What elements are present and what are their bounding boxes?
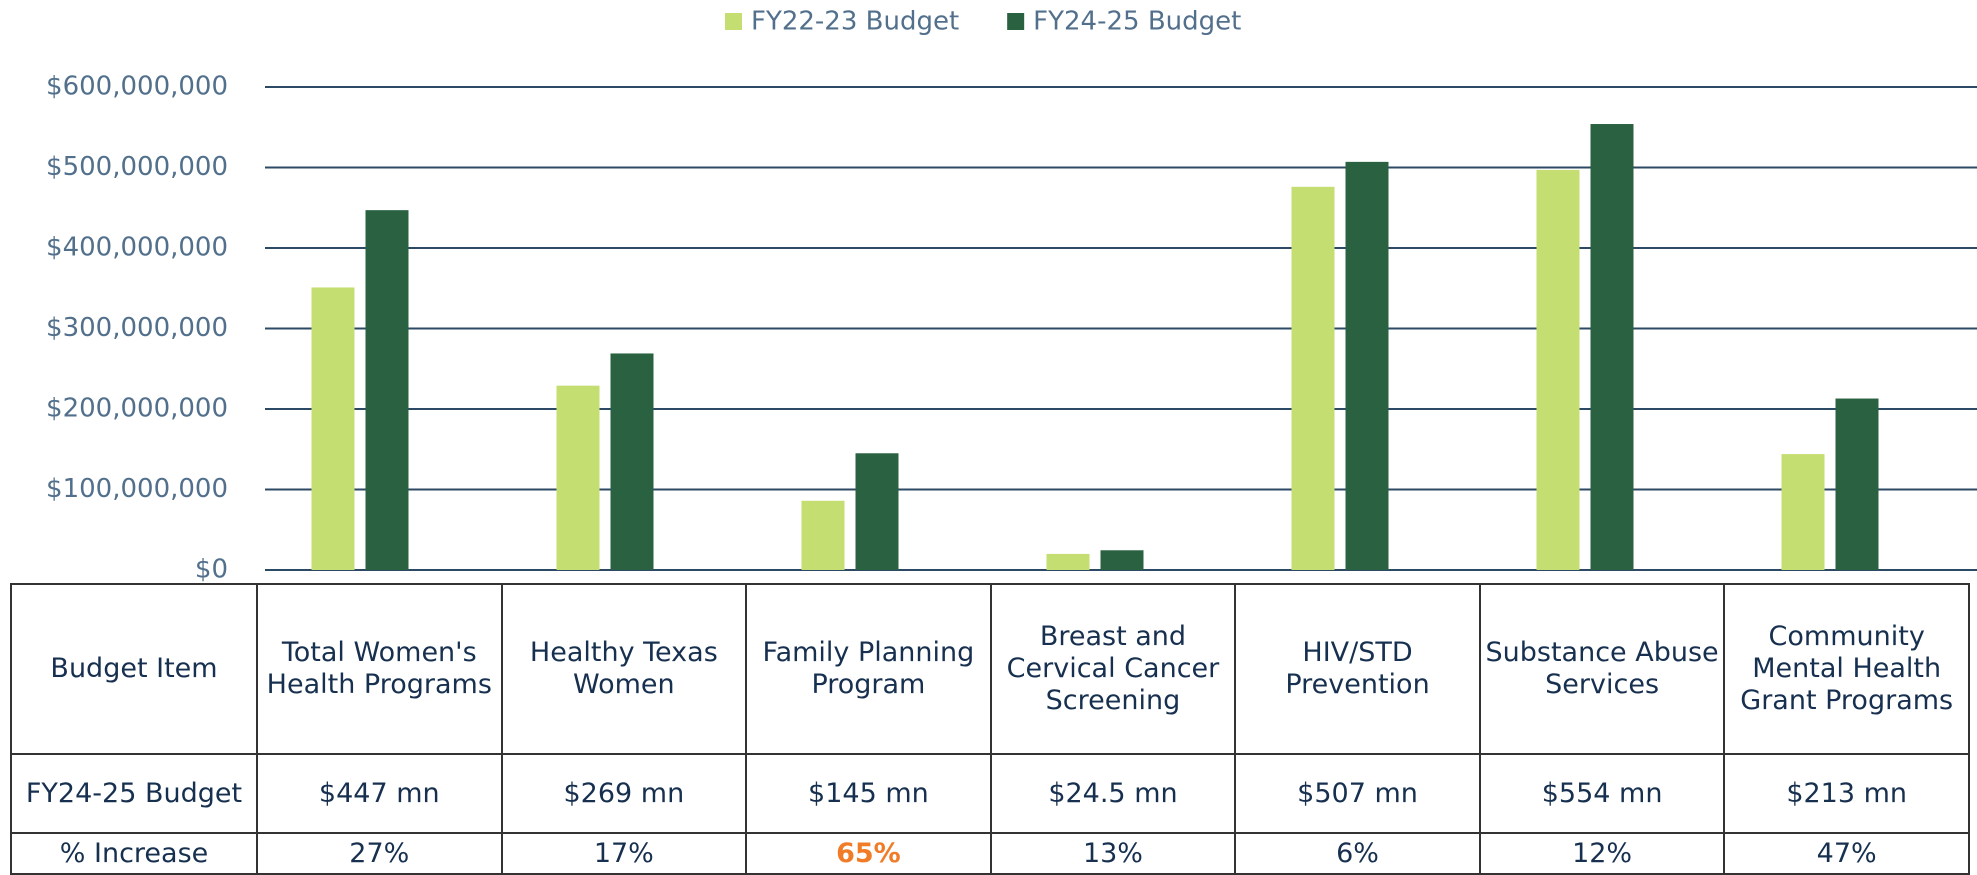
increase-label: 47% [1723, 832, 1970, 875]
category-label: Total Women's Health Programs [256, 583, 503, 755]
y-tick-label: $500,000,000 [46, 152, 228, 182]
bar [556, 385, 600, 570]
table-header: Budget Item [10, 583, 258, 755]
bar [801, 500, 845, 570]
bar [1835, 398, 1879, 570]
legend-label: FY24-25 Budget [1033, 7, 1241, 37]
chart: $0 $100,000,000 $200,000,000 $300,000,000 $4… [46, 7, 1977, 584]
value-label: $24.5 mn [989, 753, 1237, 834]
increase-label: 27% [256, 832, 503, 875]
increase-label: 6% [1234, 832, 1481, 875]
category-label: Community Mental Health Grant Programs [1723, 583, 1970, 755]
value-label: $507 mn [1234, 753, 1481, 834]
bar [610, 353, 654, 570]
legend-swatch [725, 13, 742, 30]
bar [1345, 161, 1389, 571]
bar [855, 453, 899, 570]
y-tick-label: $400,000,000 [46, 233, 228, 263]
value-label: $447 mn [256, 753, 503, 834]
category-label: Family Planning Program [745, 583, 992, 755]
bar [1100, 550, 1144, 570]
legend-label: FY22-23 Budget [751, 7, 959, 37]
y-tick-label: $200,000,000 [46, 394, 228, 424]
legend-swatch [1007, 13, 1025, 30]
increase-label: 65% [745, 832, 992, 875]
y-tick-label: $300,000,000 [46, 313, 228, 343]
bar [1536, 169, 1580, 571]
bar [365, 210, 409, 571]
bar [1046, 553, 1090, 570]
y-tick-label: $100,000,000 [46, 474, 228, 504]
y-tick-label: $0 [195, 555, 228, 584]
value-label: $145 mn [745, 753, 992, 834]
row-label: FY24-25 Budget [10, 753, 258, 834]
y-tick-label: $600,000,000 [46, 72, 228, 102]
value-label: $554 mn [1478, 753, 1726, 834]
increase-label: 17% [500, 832, 748, 875]
bar [1590, 124, 1634, 570]
bar [1781, 454, 1825, 570]
value-label: $213 mn [1723, 753, 1970, 834]
category-label: Breast and Cervical Cancer Screening [989, 583, 1237, 755]
category-label: Healthy Texas Women [500, 583, 748, 755]
increase-label: 13% [989, 832, 1237, 875]
value-label: $269 mn [500, 753, 748, 834]
category-label: HIV/STD Prevention [1234, 583, 1481, 755]
category-label: Substance Abuse Services [1478, 583, 1726, 755]
bar [311, 287, 355, 570]
row-label: % Increase [10, 832, 258, 875]
data-table: Budget Item Total Women's Health Programs… [10, 583, 1970, 875]
bar [1291, 186, 1335, 570]
increase-label: 12% [1478, 832, 1726, 875]
